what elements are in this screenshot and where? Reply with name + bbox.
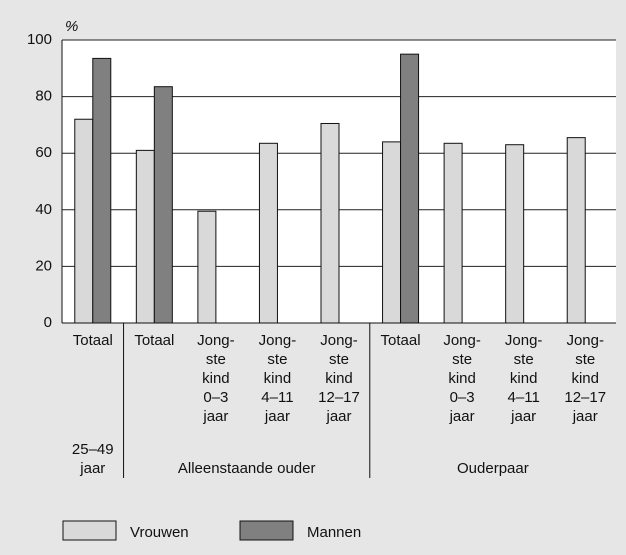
x-tick-label: Jong- xyxy=(505,332,543,349)
x-tick-label: 0–3 xyxy=(203,389,228,406)
legend-label: Vrouwen xyxy=(130,524,189,541)
x-tick-label: 12–17 xyxy=(564,389,606,406)
bar xyxy=(74,118,94,324)
x-tick-label: 4–11 xyxy=(261,389,293,406)
x-tick-label: ste xyxy=(452,351,472,368)
x-tick-label: jaar xyxy=(449,408,475,425)
bar xyxy=(400,53,420,324)
y-tick-label: 40 xyxy=(35,201,52,218)
y-tick-label: 20 xyxy=(35,257,52,274)
legend-label: Mannen xyxy=(307,524,361,541)
x-tick-label: ste xyxy=(206,351,226,368)
group-label: Alleenstaande ouder xyxy=(178,460,316,477)
bar xyxy=(320,122,340,324)
y-tick-label: 80 xyxy=(35,88,52,105)
bar xyxy=(566,137,586,324)
x-tick-label: Totaal xyxy=(381,332,421,349)
bar xyxy=(153,86,173,324)
x-tick-label: jaar xyxy=(202,408,228,425)
legend-swatch xyxy=(62,520,117,541)
y-tick-label: 100 xyxy=(27,31,52,48)
x-tick-label: kind xyxy=(448,370,476,387)
x-tick-label: kind xyxy=(325,370,353,387)
x-tick-label: ste xyxy=(575,351,595,368)
x-tick-label: 0–3 xyxy=(450,389,475,406)
y-axis-label: % xyxy=(65,18,78,35)
bar xyxy=(92,57,112,324)
bar xyxy=(443,142,463,324)
x-tick-label: ste xyxy=(329,351,349,368)
x-tick-label: kind xyxy=(264,370,292,387)
x-tick-label: jaar xyxy=(264,408,290,425)
x-tick-label: jaar xyxy=(325,408,351,425)
x-tick-label: kind xyxy=(202,370,230,387)
x-tick-label: ste xyxy=(267,351,287,368)
bar xyxy=(505,144,525,324)
bar xyxy=(382,141,402,324)
x-tick-label: 4–11 xyxy=(508,389,540,406)
legend-swatch xyxy=(239,520,294,541)
x-tick-label: Jong- xyxy=(259,332,297,349)
bar xyxy=(135,149,155,324)
group-label: Ouderpaar xyxy=(457,460,529,477)
x-tick-label: Totaal xyxy=(134,332,174,349)
y-tick-label: 60 xyxy=(35,144,52,161)
x-tick-label: Totaal xyxy=(73,332,113,349)
x-tick-label: Jong- xyxy=(197,332,235,349)
x-tick-label: kind xyxy=(571,370,599,387)
group-label: 25–49 xyxy=(72,441,114,458)
group-label: jaar xyxy=(79,460,105,477)
x-tick-label: ste xyxy=(514,351,534,368)
x-tick-label: Jong- xyxy=(566,332,604,349)
x-tick-label: Jong- xyxy=(443,332,481,349)
x-tick-label: jaar xyxy=(510,408,536,425)
x-tick-label: kind xyxy=(510,370,538,387)
y-tick-label: 0 xyxy=(44,314,52,331)
bar xyxy=(197,210,217,324)
bar xyxy=(258,142,278,324)
x-tick-label: 12–17 xyxy=(318,389,360,406)
x-tick-label: Jong- xyxy=(320,332,358,349)
x-tick-label: jaar xyxy=(572,408,598,425)
